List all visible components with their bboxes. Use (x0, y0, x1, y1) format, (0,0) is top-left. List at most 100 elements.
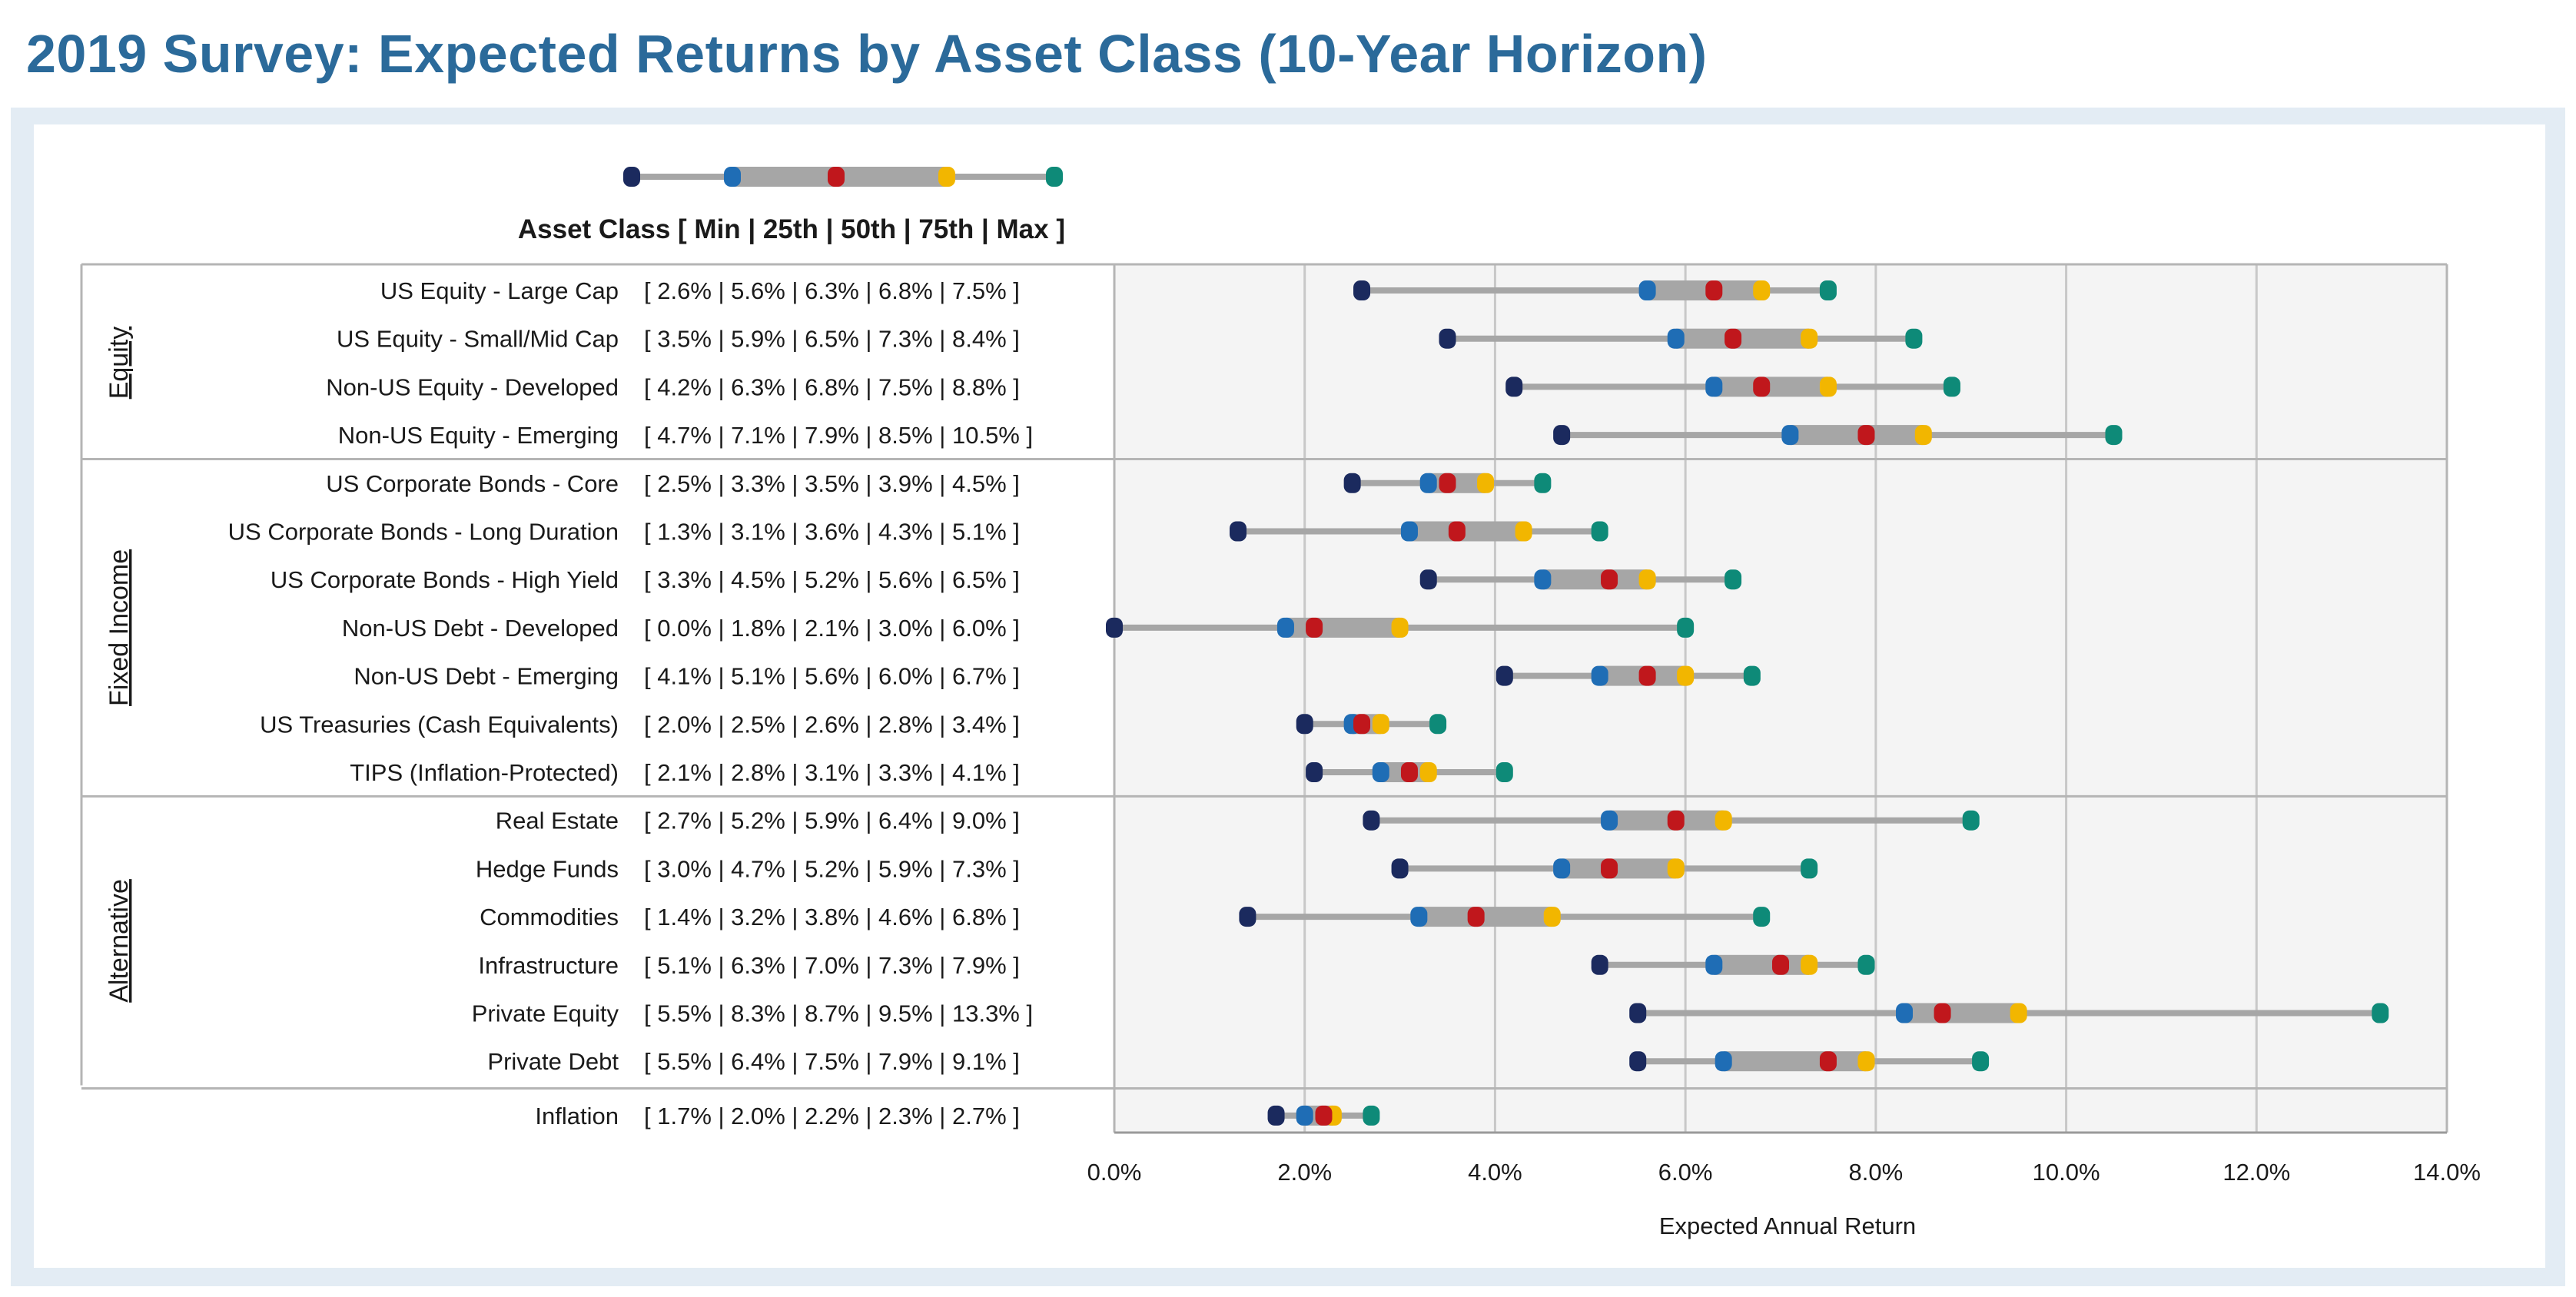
row-stats: [ 4.2% | 6.3% | 6.8% | 7.5% | 8.8% ] (644, 373, 1020, 400)
median-marker (1353, 714, 1371, 735)
p75-marker (1391, 617, 1409, 638)
median-marker (1819, 1051, 1837, 1072)
page-title: 2019 Survey: Expected Returns by Asset C… (26, 24, 1708, 84)
row-label: Non-US Equity - Developed (326, 373, 619, 400)
p25-marker (1534, 569, 1552, 590)
group-label-equity: Equity (105, 327, 134, 400)
row-label: Private Debt (487, 1048, 619, 1075)
iqr-box (1723, 1051, 1867, 1072)
x-tick-label: 12.0% (2222, 1159, 2290, 1186)
max-marker (1534, 473, 1552, 493)
median-marker (1725, 328, 1742, 349)
p25-marker (1638, 280, 1656, 300)
p75-marker (1801, 328, 1818, 349)
min-marker (1363, 810, 1380, 831)
p25-marker (1553, 858, 1571, 879)
max-marker (1725, 569, 1742, 590)
group-label-fixed-income: Fixed Income (105, 549, 134, 706)
iqr-box (1904, 1003, 2019, 1023)
row-label: Infrastructure (478, 952, 619, 979)
row-stats: [ 1.4% | 3.2% | 3.8% | 4.6% | 6.8% ] (644, 904, 1020, 930)
max-marker (1819, 280, 1837, 300)
p75-marker (1914, 425, 1932, 446)
iqr-box (1790, 425, 1924, 446)
x-tick-label: 4.0% (1468, 1159, 1522, 1186)
min-marker (1505, 376, 1523, 397)
p75-marker (1477, 473, 1495, 493)
p25-marker (1591, 665, 1608, 686)
row-stats: [ 2.5% | 3.3% | 3.5% | 3.9% | 4.5% ] (644, 470, 1020, 497)
min-marker (1267, 1105, 1285, 1126)
max-marker (1801, 858, 1818, 879)
legend-p25-marker (724, 167, 741, 187)
row-label: Hedge Funds (476, 855, 619, 882)
max-marker (2105, 425, 2123, 446)
legend-caption: Asset Class [ Min | 25th | 50th | 75th |… (518, 214, 1065, 244)
plot-area (1114, 264, 2447, 1133)
x-axis-label: Expected Annual Return (1659, 1212, 1916, 1239)
p75-marker (1419, 762, 1437, 782)
row-stats: [ 3.3% | 4.5% | 5.2% | 5.6% | 6.5% ] (644, 566, 1020, 593)
row-stats: [ 5.1% | 6.3% | 7.0% | 7.3% | 7.9% ] (644, 952, 1020, 979)
x-tick-label: 8.0% (1849, 1159, 1904, 1186)
row-label: Commodities (480, 904, 619, 930)
median-marker (1315, 1105, 1333, 1126)
iqr-box (1675, 328, 1810, 349)
max-marker (1943, 376, 1960, 397)
p25-marker (1705, 954, 1723, 975)
row-label: Non-US Debt - Developed (342, 615, 619, 642)
median-marker (1448, 521, 1466, 542)
median-marker (1772, 954, 1789, 975)
p75-marker (1543, 907, 1561, 927)
row-stats: [ 5.5% | 8.3% | 8.7% | 9.5% | 13.3% ] (644, 1000, 1033, 1027)
p75-marker (1372, 714, 1389, 735)
max-marker (1962, 810, 1980, 831)
iqr-box (1542, 569, 1648, 590)
max-marker (1972, 1051, 1990, 1072)
legend-median-marker (828, 167, 845, 187)
median-marker (1601, 569, 1618, 590)
row-stats: [ 3.0% | 4.7% | 5.2% | 5.9% | 7.3% ] (644, 855, 1020, 882)
median-marker (1753, 376, 1771, 397)
median-marker (1400, 762, 1418, 782)
row-stats: [ 2.1% | 2.8% | 3.1% | 3.3% | 4.1% ] (644, 759, 1020, 786)
row-stats: [ 4.1% | 5.1% | 5.6% | 6.0% | 6.7% ] (644, 663, 1020, 690)
row-label: Non-US Debt - Emerging (354, 663, 619, 690)
p75-marker (1638, 569, 1656, 590)
max-marker (1743, 665, 1761, 686)
p75-marker (1753, 280, 1771, 300)
min-marker (1296, 714, 1313, 735)
max-marker (1363, 1105, 1380, 1126)
min-marker (1230, 521, 1247, 542)
row-label: Private Equity (472, 1000, 619, 1027)
median-marker (1306, 617, 1323, 638)
x-tick-label: 2.0% (1277, 1159, 1332, 1186)
min-marker (1419, 569, 1437, 590)
legend-max-marker (1046, 167, 1063, 187)
group-label-alternative: Alternative (105, 879, 134, 1003)
legend-min-marker (623, 167, 640, 187)
x-tick-label: 10.0% (2033, 1159, 2100, 1186)
p75-marker (1677, 665, 1695, 686)
max-marker (2372, 1003, 2389, 1023)
min-marker (1591, 954, 1608, 975)
min-marker (1391, 858, 1409, 879)
max-marker (1429, 714, 1447, 735)
row-label: Non-US Equity - Emerging (338, 422, 619, 449)
row-stats: [ 2.7% | 5.2% | 5.9% | 6.4% | 9.0% ] (644, 808, 1020, 834)
max-marker (1591, 521, 1608, 542)
row-label: US Corporate Bonds - Long Duration (228, 519, 619, 546)
p25-marker (1410, 907, 1428, 927)
median-marker (1857, 425, 1875, 446)
max-marker (1677, 617, 1695, 638)
iqr-box (1285, 617, 1400, 638)
row-label: Inflation (535, 1103, 619, 1129)
legend-p75-marker (938, 167, 955, 187)
row-label: US Equity - Large Cap (380, 277, 619, 304)
p25-marker (1296, 1105, 1313, 1126)
max-marker (1753, 907, 1771, 927)
p25-marker (1601, 810, 1618, 831)
row-label: US Treasuries (Cash Equivalents) (260, 711, 619, 738)
x-tick-label: 6.0% (1658, 1159, 1713, 1186)
